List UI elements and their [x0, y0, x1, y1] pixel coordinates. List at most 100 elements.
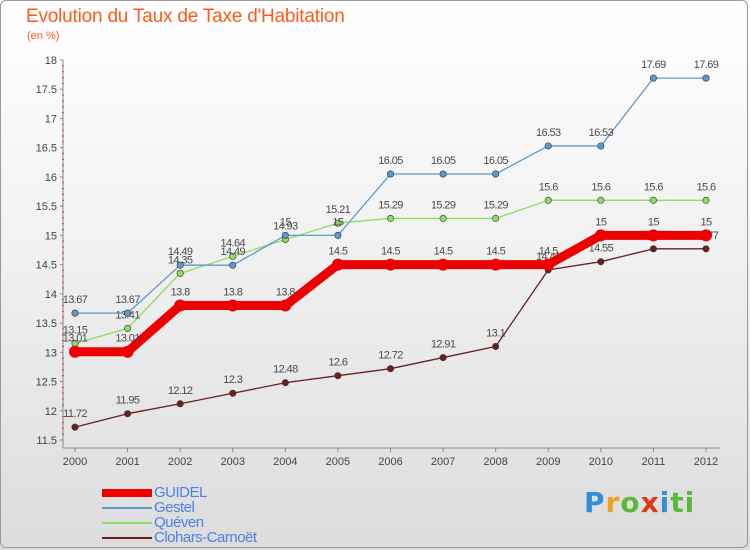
logo-letter: x	[640, 486, 660, 519]
data-point	[124, 410, 132, 418]
data-label: 12.6	[328, 357, 347, 369]
data-label: 14.5	[381, 246, 400, 258]
y-tick-label: 13	[45, 347, 57, 359]
data-point	[489, 258, 502, 271]
data-label: 15.6	[644, 181, 663, 193]
y-tick-label: 17.5	[36, 84, 57, 96]
data-point	[597, 196, 605, 204]
data-point	[124, 324, 132, 332]
data-point	[331, 258, 344, 271]
chart-title: Evolution du Taux de Taxe d'Habitation	[26, 6, 345, 27]
x-tick-label: 2012	[694, 456, 718, 468]
data-point	[597, 258, 605, 266]
legend-label: Clohars-Carnoët	[154, 529, 257, 546]
y-tick-label: 14.5	[36, 260, 57, 272]
data-point	[334, 372, 342, 380]
legend-label: Gestel	[154, 499, 195, 516]
y-tick-label: 18	[45, 55, 57, 67]
x-tick-label: 2004	[273, 456, 297, 468]
data-point	[69, 345, 81, 358]
data-point	[702, 245, 710, 253]
data-point	[594, 229, 607, 242]
x-tick-label: 2011	[642, 456, 666, 468]
x-tick-label: 2007	[431, 456, 455, 468]
data-label: 11.95	[116, 395, 140, 407]
data-label: 15	[700, 216, 712, 228]
x-tick-label: 2010	[589, 456, 613, 468]
data-point	[649, 245, 657, 253]
data-label: 13.01	[63, 333, 88, 345]
data-label: 14.93	[273, 220, 298, 232]
data-point	[597, 142, 605, 150]
proxiti-logo: Proxiti	[584, 486, 695, 519]
legend-label: Quéven	[154, 514, 204, 531]
logo-letter: i	[684, 486, 696, 519]
data-point	[386, 214, 394, 222]
data-point	[281, 231, 289, 239]
legend-swatch	[102, 489, 152, 497]
y-tick-label: 12.5	[36, 377, 57, 389]
y-tick-label: 16	[45, 172, 57, 184]
data-label: 15.6	[539, 181, 558, 193]
data-label: 17.69	[641, 59, 666, 71]
data-label: 14.5	[539, 246, 558, 258]
data-point	[649, 196, 657, 204]
x-tick-label: 2002	[168, 456, 192, 468]
data-label: 12.72	[378, 350, 403, 362]
y-tick-label: 15.5	[36, 201, 57, 213]
data-label: 16.05	[483, 155, 508, 167]
data-point	[386, 365, 394, 373]
legend-label: GUIDEL	[154, 484, 207, 501]
legend-item: GUIDEL	[102, 484, 322, 501]
data-label: 15	[595, 216, 607, 228]
data-point	[226, 299, 239, 312]
data-label: 12.3	[223, 374, 242, 386]
x-tick-label: 2005	[326, 456, 350, 468]
legend-swatch	[102, 537, 152, 539]
y-tick-label: 14	[45, 289, 57, 301]
data-label: 13.67	[115, 294, 140, 306]
series-line-gestel	[74, 77, 707, 314]
data-point	[71, 309, 79, 317]
logo-letter: r	[605, 486, 621, 519]
data-label: 13.01	[115, 333, 140, 345]
data-label: 15	[280, 216, 292, 228]
y-tick-label: 11.5	[36, 435, 57, 447]
data-point	[439, 354, 447, 362]
data-label: 14.5	[486, 246, 505, 258]
data-label: 15.29	[483, 199, 508, 211]
data-label: 15	[332, 216, 344, 228]
legend-swatch	[102, 522, 152, 524]
data-point	[542, 258, 555, 271]
data-label: 15	[648, 216, 660, 228]
data-label: 13.15	[63, 325, 88, 337]
data-point	[229, 252, 237, 260]
data-label: 16.53	[589, 127, 614, 139]
data-label: 12.12	[168, 385, 193, 397]
data-point	[649, 74, 657, 82]
data-point	[439, 214, 447, 222]
data-point	[71, 423, 79, 431]
x-tick-label: 2000	[63, 456, 87, 468]
x-tick-label: 2009	[536, 456, 560, 468]
logo-letter: t	[670, 486, 685, 519]
data-point	[544, 142, 552, 150]
data-point	[281, 379, 289, 387]
logo-letter: o	[620, 486, 641, 519]
y-tick-label: 13.5	[36, 318, 57, 330]
x-tick-label: 2008	[483, 456, 507, 468]
data-point	[229, 389, 237, 397]
data-label: 14.49	[220, 246, 245, 258]
data-label: 15.29	[431, 199, 456, 211]
legend-item: Gestel	[102, 499, 322, 516]
data-label: 11.72	[63, 408, 87, 420]
legend-swatch	[102, 507, 152, 509]
data-label: 16.05	[378, 155, 403, 167]
data-point	[121, 345, 134, 358]
data-label: 15.29	[378, 199, 403, 211]
data-label: 13.1	[486, 327, 505, 339]
data-label: 14.49	[168, 246, 193, 258]
data-label: 16.05	[431, 155, 456, 167]
data-point	[384, 258, 397, 271]
